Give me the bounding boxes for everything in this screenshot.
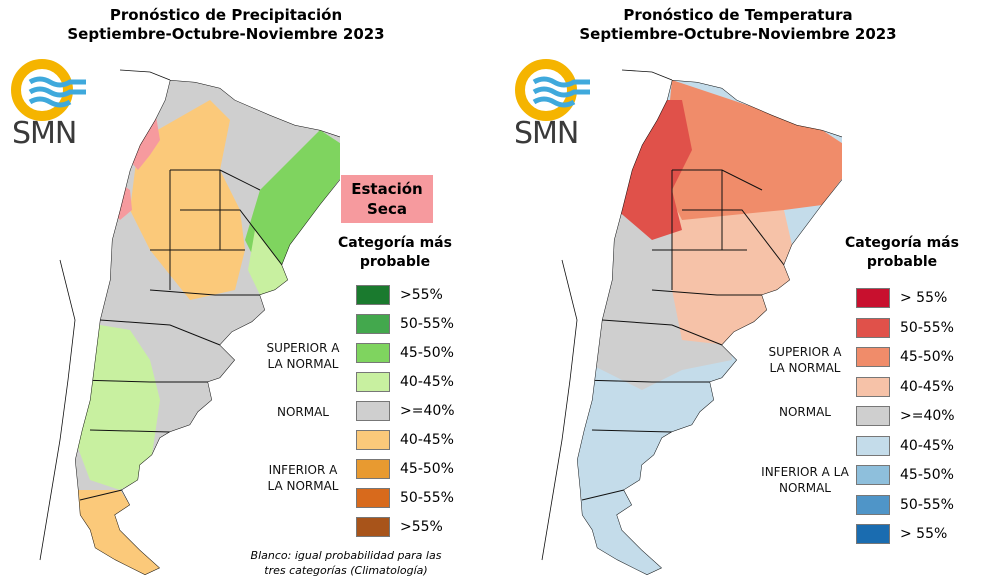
- temperature-title-line1: Pronóstico de Temperatura: [623, 6, 853, 24]
- legend-swatch: [356, 314, 390, 334]
- temp-normal-label: NORMAL: [778, 405, 831, 419]
- logo-wave-1: [532, 76, 590, 88]
- precipitation-title: Pronóstico de Precipitación Septiembre-O…: [0, 6, 472, 44]
- legend-label: 40-45%: [900, 437, 954, 454]
- precip-normal-label: NORMAL: [276, 405, 329, 419]
- legend-label: >55%: [400, 519, 443, 535]
- legend-swatch: [356, 517, 390, 537]
- legend-swatch: [356, 372, 390, 392]
- precipitation-panel: Pronóstico de Precipitación Septiembre-O…: [0, 6, 472, 577]
- precipitation-title-line1: Pronóstico de Precipitación: [109, 6, 343, 24]
- smn-logo: [515, 59, 590, 121]
- legend-label: 45-50%: [900, 467, 954, 483]
- legend-label: 50-55%: [400, 490, 454, 506]
- legend-label: >=40%: [900, 408, 955, 424]
- peach-central: [672, 210, 792, 345]
- legend-swatch: [856, 376, 890, 397]
- legend-swatch: [856, 288, 890, 308]
- legend-label: >55%: [400, 287, 443, 303]
- temperature-title: Pronóstico de Temperatura Septiembre-Oct…: [492, 6, 984, 44]
- smn-logo-text: SMN: [12, 116, 77, 151]
- dry-station-badge: Estación Seca: [341, 175, 433, 223]
- legend-swatch: [856, 406, 890, 426]
- legend-label: 50-55%: [400, 316, 454, 332]
- precip-superior-label: SUPERIOR A LA NORMAL: [266, 341, 340, 371]
- legend-swatch: [356, 459, 390, 479]
- temperature-map: [541, 69, 842, 575]
- legend-label: 40-45%: [400, 374, 454, 390]
- legend-label: > 55%: [900, 290, 948, 306]
- temp-superior-label: SUPERIOR A LA NORMAL: [768, 345, 842, 375]
- temperature-legend-title: Categoría más probable: [845, 235, 959, 270]
- temperature-title-line2: Septiembre-Octubre-Noviembre 2023: [579, 25, 897, 43]
- legend-label: 45-50%: [900, 349, 954, 365]
- logo-wave-2: [532, 86, 590, 98]
- logo-ring: [11, 59, 73, 121]
- legend-label: 40-45%: [900, 378, 954, 395]
- lightgreen-east: [248, 230, 288, 295]
- legend-swatch: [856, 465, 890, 485]
- smn-logo: [11, 59, 86, 121]
- legend-label: 40-45%: [400, 432, 454, 448]
- logo-wave-2: [28, 86, 86, 98]
- precip-inferior-label: INFERIOR A LA NORMAL: [267, 463, 339, 493]
- legend-swatch: [856, 494, 890, 515]
- salmon-north: [662, 80, 842, 220]
- orange-south: [75, 490, 160, 575]
- precipitation-legend-title: Categoría más probable: [338, 235, 452, 270]
- legend-swatch: [356, 285, 390, 305]
- gray-central: [582, 210, 732, 390]
- precipitation-map: [39, 69, 340, 575]
- legend-swatch: [856, 317, 890, 338]
- legend-swatch: [856, 347, 890, 367]
- logo-wave-3: [28, 96, 72, 108]
- precipitation-title-line2: Septiembre-Octubre-Noviembre 2023: [67, 25, 385, 43]
- legend-swatch: [856, 435, 890, 456]
- logo-ring: [515, 59, 577, 121]
- legend-swatch: [356, 430, 390, 450]
- legend-label: 45-50%: [400, 345, 454, 361]
- smn-logo-text: SMN: [514, 116, 579, 151]
- legend-label: > 55%: [900, 526, 948, 542]
- temp-inferior-label: INFERIOR A LA NORMAL: [761, 465, 849, 495]
- legend-swatch: [856, 524, 890, 544]
- legend-swatch: [356, 343, 390, 363]
- climatology-note: Blanco: igual probabilidad para las tres…: [250, 549, 442, 577]
- temperature-panel: Pronóstico de Temperatura Septiembre-Oct…: [492, 0, 984, 586]
- legend-label: 50-55%: [900, 496, 954, 513]
- legend-swatch: [356, 401, 390, 421]
- legend-swatch: [356, 488, 390, 508]
- logo-wave-1: [28, 76, 86, 88]
- legend-label: 50-55%: [900, 319, 954, 336]
- logo-wave-3: [532, 96, 576, 108]
- legend-label: >=40%: [400, 403, 455, 419]
- legend-label: 45-50%: [400, 461, 454, 477]
- green-northeast: [245, 130, 340, 270]
